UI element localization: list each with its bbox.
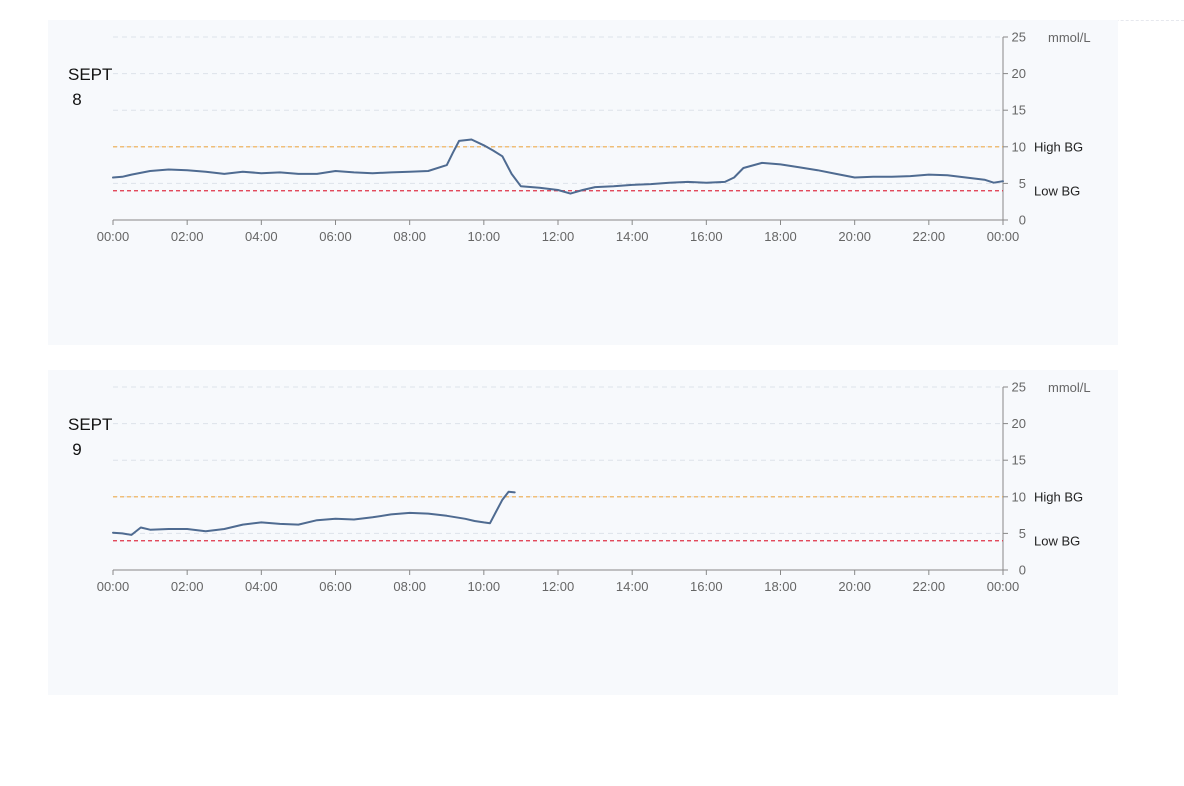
y-tick-label: 0 <box>1019 213 1026 228</box>
x-tick-label: 00:00 <box>987 579 1020 594</box>
x-tick-label: 04:00 <box>245 579 278 594</box>
x-tick-label: 20:00 <box>838 229 871 244</box>
y-tick-label: 20 <box>1012 416 1026 431</box>
y-tick-label: 0 <box>1019 563 1026 578</box>
x-tick-label: 20:00 <box>838 579 871 594</box>
x-tick-label: 00:00 <box>97 579 130 594</box>
date-day: 8 <box>72 89 82 109</box>
x-tick-label: 18:00 <box>764 229 797 244</box>
x-tick-label: 16:00 <box>690 229 723 244</box>
glucose-series-line <box>112 490 516 536</box>
date-day: 9 <box>72 439 82 459</box>
reference-label: Low BG <box>1034 534 1080 549</box>
glucose-day-panel: SEPT 9 00:00 02:00 04:00 06:00 08:00 10:00 12:… <box>48 370 1118 695</box>
x-tick-label: 22:00 <box>913 579 946 594</box>
x-tick-label: 00:00 <box>987 229 1020 244</box>
x-tick-label: 08:00 <box>393 229 426 244</box>
x-tick-label: 12:00 <box>542 579 575 594</box>
y-tick-label: 10 <box>1012 139 1026 154</box>
x-tick-label: 00:00 <box>97 229 130 244</box>
reference-label: Low BG <box>1034 184 1080 199</box>
x-tick-label: 02:00 <box>171 229 204 244</box>
x-tick-label: 16:00 <box>690 579 723 594</box>
glucose-series-line <box>112 138 1004 195</box>
y-tick-label: 10 <box>1012 489 1026 504</box>
y-tick-label: 15 <box>1012 453 1026 468</box>
x-tick-label: 08:00 <box>393 579 426 594</box>
glucose-line-chart: 00:00 02:00 04:00 06:00 08:00 10:00 12:00 14:00… <box>97 380 1091 595</box>
y-tick-label: 5 <box>1019 176 1026 191</box>
x-tick-label: 14:00 <box>616 229 649 244</box>
reference-label: High BG <box>1034 139 1083 154</box>
glucose-line-chart: 00:00 02:00 04:00 06:00 08:00 10:00 12:00 14:00… <box>97 30 1091 245</box>
y-tick-label: 25 <box>1012 30 1026 45</box>
unit-label: mmol/L <box>1048 30 1091 45</box>
y-tick-label: 20 <box>1012 66 1026 81</box>
x-tick-label: 22:00 <box>913 229 946 244</box>
x-tick-label: 10:00 <box>468 229 501 244</box>
y-tick-label: 25 <box>1012 380 1026 395</box>
unit-label: mmol/L <box>1048 380 1091 395</box>
x-tick-label: 04:00 <box>245 229 278 244</box>
x-tick-label: 14:00 <box>616 579 649 594</box>
x-tick-label: 02:00 <box>171 579 204 594</box>
reference-label: High BG <box>1034 489 1083 504</box>
x-tick-label: 10:00 <box>468 579 501 594</box>
x-tick-label: 18:00 <box>764 579 797 594</box>
x-tick-label: 06:00 <box>319 229 352 244</box>
glucose-day-panel: SEPT 8 00:00 02:00 04:00 06:00 08:00 10:00 12:… <box>48 20 1118 345</box>
x-tick-label: 12:00 <box>542 229 575 244</box>
x-tick-label: 06:00 <box>319 579 352 594</box>
y-tick-label: 15 <box>1012 103 1026 118</box>
y-tick-label: 5 <box>1019 526 1026 541</box>
